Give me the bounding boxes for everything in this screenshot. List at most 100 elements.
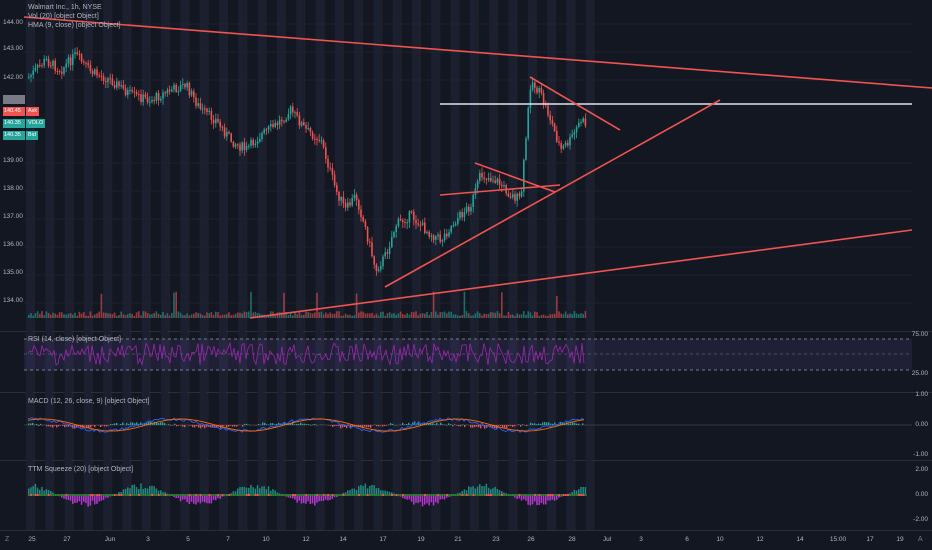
price-candle xyxy=(454,223,457,226)
price-candle xyxy=(127,90,129,96)
volume-bar xyxy=(470,315,472,318)
volume-bar xyxy=(219,315,221,318)
ttm-legend[interactable]: TTM Squeeze (20) [object Object] xyxy=(28,466,134,473)
volume-bar xyxy=(131,314,133,318)
price-candle xyxy=(259,138,261,142)
ttm-histogram-bar xyxy=(45,489,48,495)
price-candle xyxy=(52,60,54,66)
pane-separator[interactable] xyxy=(0,392,932,393)
macd-histogram-bar xyxy=(122,422,124,425)
macd-histogram-bar xyxy=(352,425,354,428)
price-candle xyxy=(549,115,551,121)
price-candle xyxy=(327,158,329,168)
rsi-line xyxy=(27,341,585,367)
macd-histogram-bar xyxy=(380,425,382,426)
price-candle xyxy=(215,118,217,124)
pane-separator[interactable] xyxy=(0,331,932,332)
ttm-histogram-bar xyxy=(382,490,384,495)
ttm-squeeze-dot xyxy=(285,494,288,496)
macd-histogram-bar xyxy=(146,422,148,425)
ttm-histogram-bar xyxy=(179,495,182,502)
ttm-histogram-bar xyxy=(582,486,584,495)
price-candle xyxy=(490,178,492,182)
ttm-squeeze-dot xyxy=(564,494,567,496)
ttm-histogram-bar xyxy=(417,495,419,504)
ttm-histogram-bar xyxy=(188,495,191,505)
macd-histogram-bar xyxy=(236,425,238,427)
macd-histogram-bar xyxy=(460,425,462,427)
price-candle xyxy=(168,89,171,92)
pane-separator[interactable] xyxy=(0,530,932,531)
price-candle xyxy=(153,99,155,101)
rsi-legend[interactable]: RSI (14, close) [object Object] xyxy=(28,336,121,343)
macd-histogram-bar xyxy=(110,423,112,425)
session-stripe xyxy=(33,0,35,530)
macd-histogram-bar xyxy=(500,425,502,426)
macd-histogram-bar xyxy=(414,421,416,425)
volume-bar xyxy=(116,315,118,318)
macd-histogram-bar xyxy=(408,422,410,425)
volume-bar xyxy=(496,311,499,318)
volume-bar xyxy=(358,312,360,318)
price-candle xyxy=(514,194,516,201)
price-axis-label: 139.00 xyxy=(3,157,23,164)
macd-histogram-bar xyxy=(262,422,264,425)
volume-bar xyxy=(89,311,92,318)
volume-bar xyxy=(424,313,426,318)
price-candle xyxy=(45,58,48,60)
macd-histogram-bar xyxy=(276,423,278,425)
volume-bar xyxy=(105,312,107,318)
price-candle xyxy=(571,134,573,137)
ttm-histogram-bar xyxy=(437,495,439,504)
macd-histogram-bar xyxy=(350,425,352,429)
session-stripe xyxy=(354,0,362,530)
volume-bar xyxy=(560,313,562,318)
volume-bar xyxy=(28,314,30,318)
volume-bar xyxy=(329,312,331,318)
ttm-histogram-bar xyxy=(314,495,316,506)
volume-bar xyxy=(413,312,415,318)
session-stripe xyxy=(515,0,518,530)
volume-legend[interactable]: Vol (20) [object Object] xyxy=(28,13,99,20)
ttm-histogram-bar xyxy=(481,485,483,495)
price-candle xyxy=(410,211,413,213)
volume-bar xyxy=(320,311,323,318)
macd-histogram-bar xyxy=(152,423,154,425)
symbol-title[interactable]: Walmart Inc., 1h, NYSE xyxy=(28,4,102,11)
ttm-histogram-bar xyxy=(61,495,63,498)
ttm-squeeze-dot xyxy=(571,494,574,496)
macd-histogram-bar xyxy=(176,425,178,427)
timezone-corner[interactable]: Z xyxy=(5,536,10,543)
ttm-squeeze-dot xyxy=(274,494,277,496)
ttm-squeeze-dot xyxy=(69,494,72,496)
ttm-histogram-bar xyxy=(34,483,37,495)
price-candle xyxy=(575,127,578,133)
macd-legend[interactable]: MACD (12, 26, close, 9) [object Object] xyxy=(28,398,150,405)
ttm-squeeze-dot xyxy=(226,494,228,496)
session-stripe xyxy=(450,0,458,530)
hma-legend[interactable]: HMA (9, close) [object Object] xyxy=(28,22,121,29)
macd-histogram-bar xyxy=(532,423,534,425)
ttm-histogram-bar xyxy=(237,488,239,495)
ttm-squeeze-dot xyxy=(39,494,41,496)
session-stripe xyxy=(257,0,265,530)
auto-scale-button[interactable]: A xyxy=(918,536,923,543)
ttm-histogram-bar xyxy=(204,495,206,503)
volume-bar xyxy=(69,313,72,318)
volume-bar xyxy=(140,315,142,318)
ttm-squeeze-dot xyxy=(116,494,118,496)
ttm-squeeze-dot xyxy=(228,494,231,496)
time-axis-label: 23 xyxy=(492,536,500,543)
ttm-squeeze-dot xyxy=(186,494,189,496)
price-candle xyxy=(94,69,96,75)
volume-bar xyxy=(300,315,303,318)
ttm-squeeze-dot xyxy=(85,494,88,496)
time-axis-label: 25 xyxy=(28,536,36,543)
price-candle xyxy=(432,235,435,240)
ttm-squeeze-dot xyxy=(190,494,193,496)
macd-histogram-bar xyxy=(174,423,176,425)
volume-bar xyxy=(476,311,479,318)
volume-bar xyxy=(179,312,182,318)
pane-separator[interactable] xyxy=(0,460,932,461)
